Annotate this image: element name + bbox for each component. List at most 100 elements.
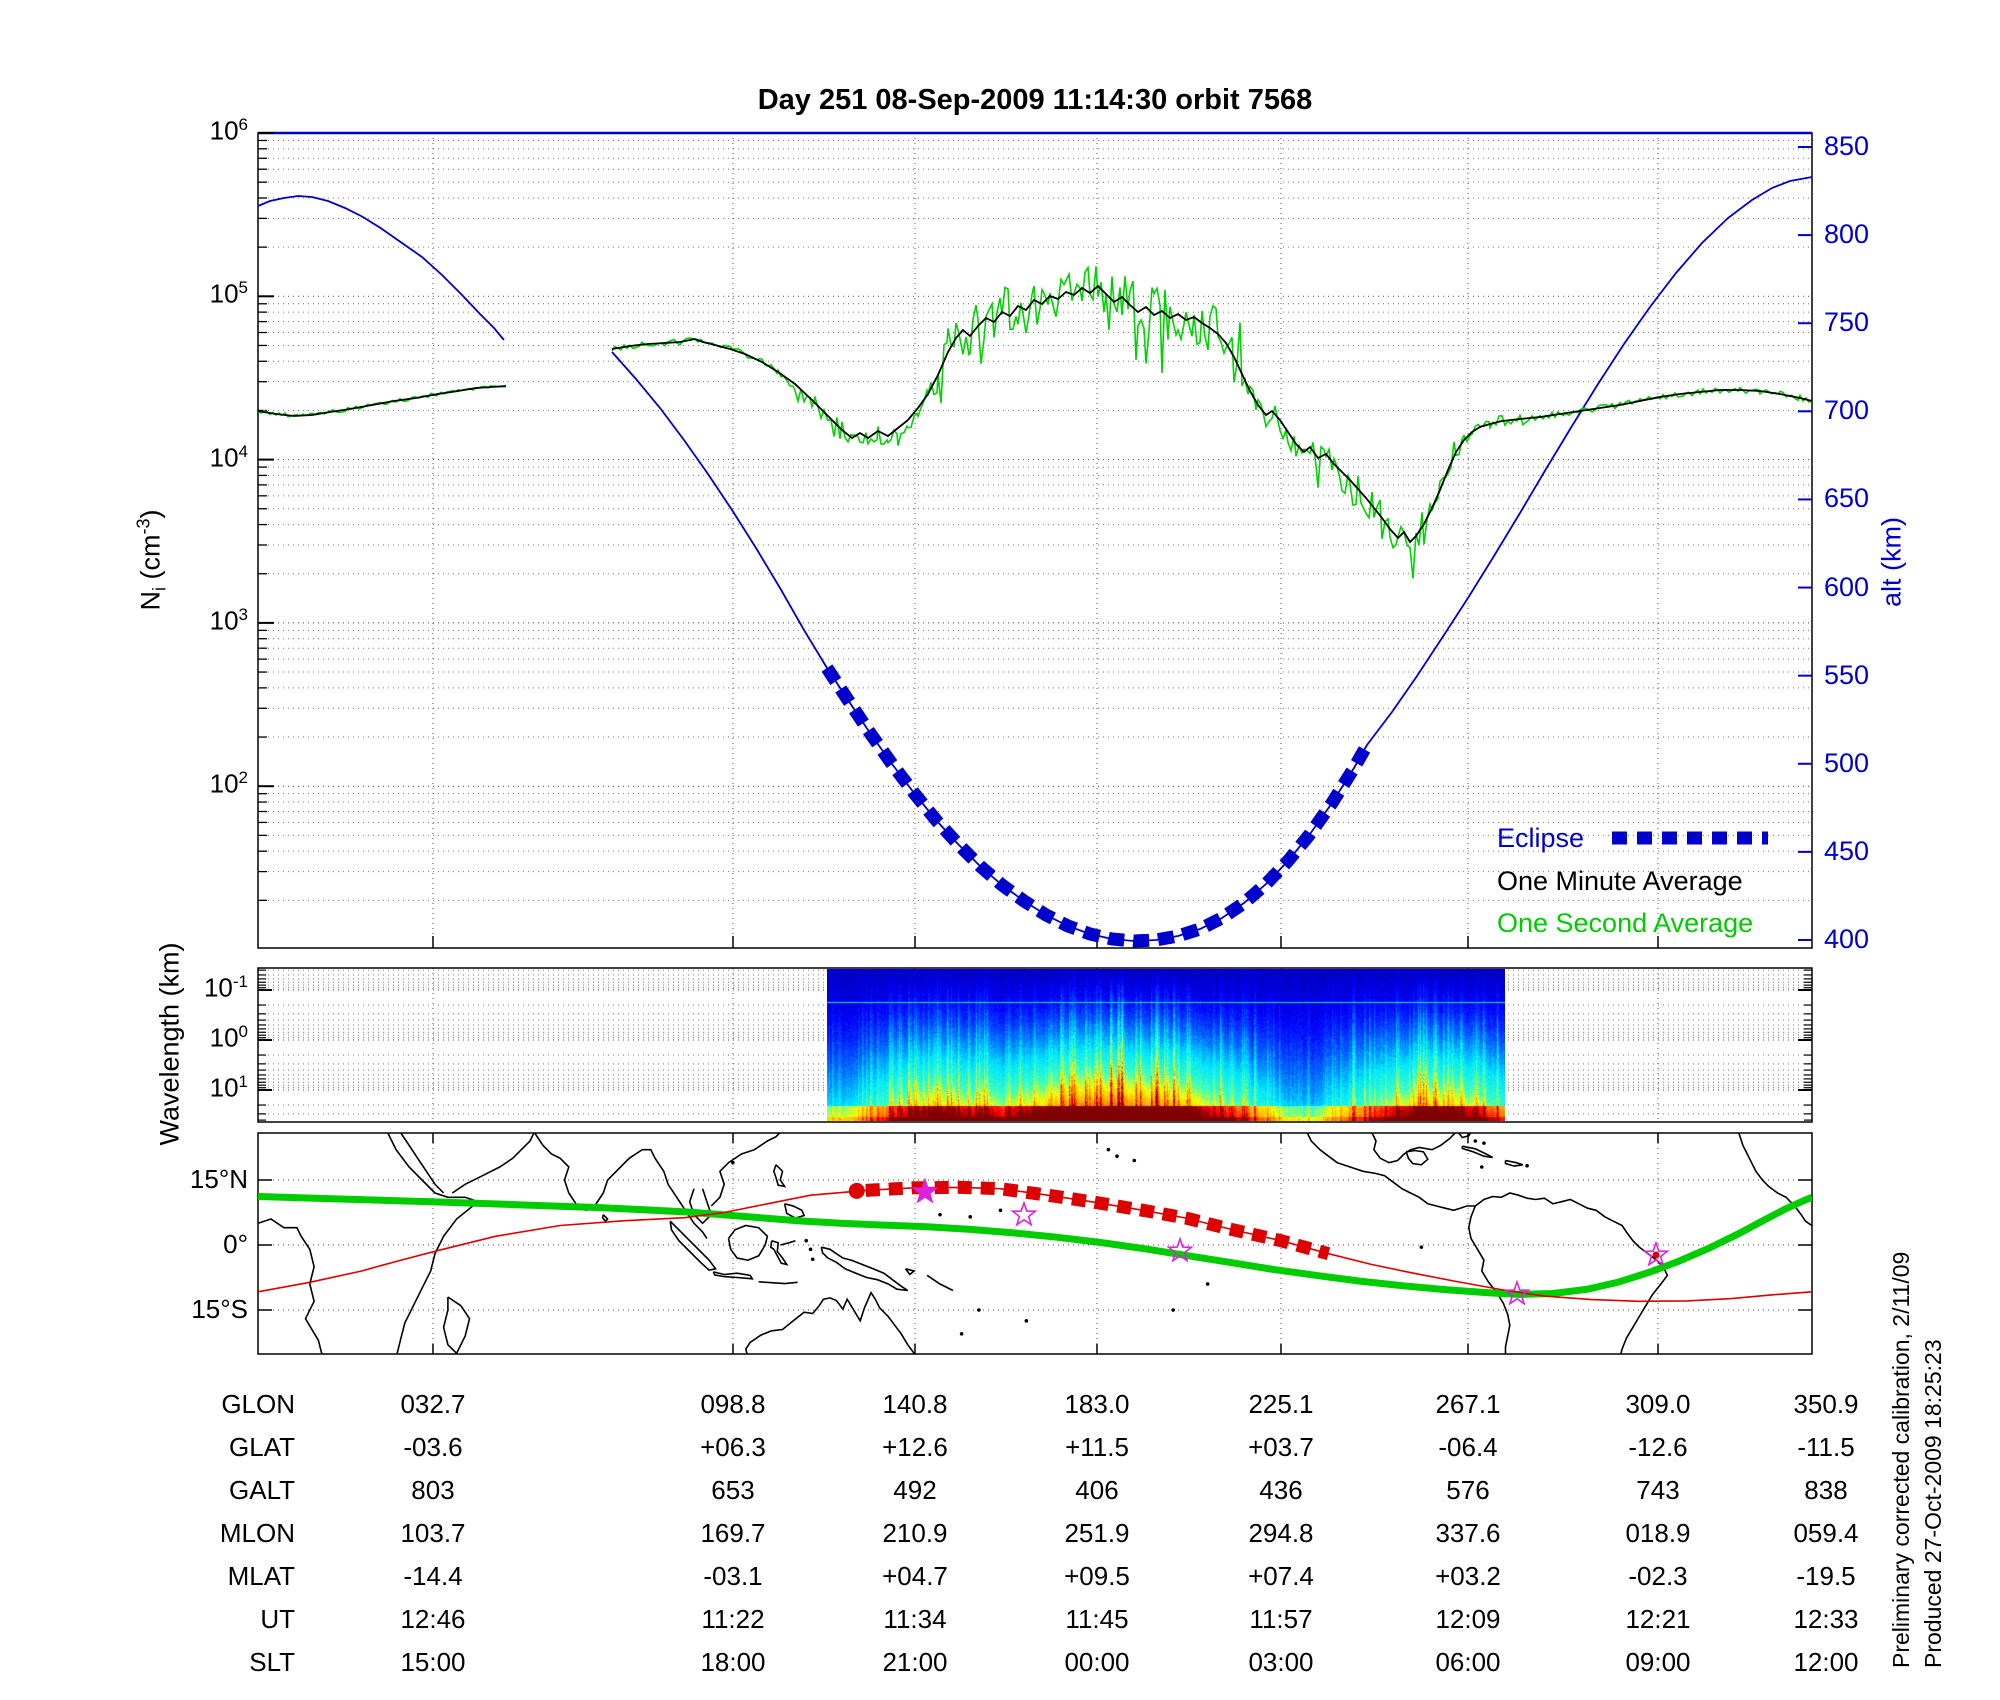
table-cell-galt-0: 803 [411, 1475, 455, 1505]
coastline [442, 1296, 471, 1354]
coastline [669, 1220, 718, 1271]
spectrogram-image [827, 969, 1505, 1121]
alt-tick-label: 600 [1824, 571, 1870, 602]
coastline [1474, 1192, 1669, 1354]
footer-produced-note: Produced 27-Oct-2009 18:25:23 [1920, 1339, 1946, 1668]
table-cell-slt-6: 09:00 [1625, 1647, 1691, 1677]
island-dot [1205, 1282, 1210, 1286]
coastline [783, 1203, 806, 1219]
island-dot [1525, 1163, 1529, 1168]
table-cell-glat-4: +03.7 [1248, 1432, 1314, 1462]
table-cell-ut-3: 11:45 [1065, 1604, 1129, 1634]
coastline [1405, 1149, 1429, 1166]
coastline [399, 1133, 445, 1194]
coastline [1467, 1205, 1511, 1354]
table-cell-glon-6: 309.0 [1625, 1389, 1691, 1419]
coastline [904, 1268, 916, 1276]
coastline [1457, 1133, 1472, 1139]
coastline [1461, 1145, 1493, 1159]
alt-tick-label: 550 [1824, 659, 1870, 690]
table-cell-ut-7: 12:33 [1793, 1604, 1859, 1634]
table-cell-glat-0: -03.6 [403, 1432, 463, 1462]
table-cell-galt-4: 436 [1259, 1475, 1303, 1505]
table-cell-mlon-0: 103.7 [400, 1518, 466, 1548]
coastline [758, 1281, 798, 1285]
island-dot [1482, 1141, 1486, 1145]
island-dot [938, 1212, 942, 1217]
coastline [1737, 1133, 1812, 1227]
table-cell-glon-7: 350.9 [1793, 1389, 1859, 1419]
table-cell-ut-5: 12:09 [1435, 1604, 1501, 1634]
table-cell-mlon-3: 251.9 [1064, 1518, 1130, 1548]
coastline [926, 1274, 954, 1292]
island-dot [959, 1332, 964, 1336]
table-row-label: GLON [221, 1389, 295, 1419]
legend-eclipse-label: Eclipse [1497, 823, 1585, 853]
alt-tick-label: 750 [1824, 307, 1870, 338]
table-cell-mlon-7: 059.4 [1793, 1518, 1859, 1548]
density-panel-grid [258, 133, 1812, 1354]
wavelength-tick-label: 100 [209, 1022, 248, 1053]
table-row-label: MLAT [227, 1561, 295, 1591]
table-cell-glat-2: +12.6 [882, 1432, 948, 1462]
table-cell-galt-3: 406 [1075, 1475, 1119, 1505]
station-dot [1652, 1251, 1660, 1259]
table-cell-mlat-4: +07.4 [1248, 1561, 1314, 1591]
coastline [1371, 1133, 1457, 1164]
table-cell-ut-0: 12:46 [400, 1604, 466, 1634]
coastline [769, 1239, 789, 1266]
alt-tick-label: 700 [1824, 395, 1870, 426]
table-cell-slt-7: 12:00 [1793, 1647, 1859, 1677]
magnetic-equator-line [258, 1193, 1812, 1298]
table-cell-glat-5: -06.4 [1438, 1432, 1498, 1462]
island-dot [808, 1247, 813, 1252]
coastline [744, 1291, 916, 1354]
table-cell-galt-6: 743 [1636, 1475, 1680, 1505]
table-cell-mlon-6: 018.9 [1625, 1518, 1691, 1548]
coastline [688, 1188, 713, 1225]
table-cell-slt-0: 15:00 [400, 1647, 466, 1677]
wavelength-tick-label: 10-1 [203, 972, 248, 1003]
density-tick-label: 103 [209, 604, 248, 636]
table-cell-slt-3: 00:00 [1064, 1647, 1130, 1677]
coastline [820, 1246, 909, 1292]
axis-ticks [258, 132, 1812, 1354]
alt-tick-label: 850 [1824, 131, 1870, 161]
ground-station-star [1503, 1279, 1531, 1306]
island-dot [1115, 1154, 1119, 1158]
table-cell-glon-3: 183.0 [1064, 1389, 1130, 1419]
island-dot [1024, 1319, 1029, 1323]
island-dot [731, 1160, 735, 1165]
table-cell-mlon-5: 337.6 [1435, 1518, 1501, 1548]
ground-track-map [258, 1133, 1812, 1354]
table-row-label: SLT [249, 1647, 295, 1677]
table-cell-mlat-0: -14.4 [403, 1561, 463, 1591]
density-tick-label: 106 [209, 115, 248, 146]
table-cell-ut-1: 11:22 [701, 1604, 765, 1634]
table-row-label: GALT [229, 1475, 295, 1505]
table-row-label: GLAT [229, 1432, 295, 1462]
table-cell-glat-6: -12.6 [1628, 1432, 1688, 1462]
island-dot [1171, 1308, 1175, 1312]
orbit-eclipse-dashed [865, 1180, 1331, 1260]
island-dot [977, 1308, 981, 1312]
table-cell-ut-6: 12:21 [1625, 1604, 1691, 1634]
orbit-start-dot [848, 1182, 865, 1199]
table-cell-glon-5: 267.1 [1435, 1389, 1501, 1419]
alt-tick-label: 400 [1824, 923, 1870, 954]
island-dot [810, 1257, 815, 1262]
coastline [601, 1214, 609, 1223]
table-cell-mlat-2: +04.7 [882, 1561, 948, 1591]
density-alt-curves [257, 176, 1813, 948]
ground-station-star [1166, 1236, 1194, 1263]
table-cell-slt-1: 18:00 [700, 1647, 766, 1677]
table-cell-mlon-4: 294.8 [1248, 1518, 1314, 1548]
coastline [712, 1271, 754, 1280]
table-cell-slt-4: 03:00 [1248, 1647, 1314, 1677]
wavelength-tick-label: 101 [209, 1072, 248, 1103]
island-dot [1479, 1165, 1484, 1169]
coastline [451, 1133, 535, 1194]
page-title: Day 251 08-Sep-2009 11:14:30 orbit 7568 [757, 84, 1313, 116]
